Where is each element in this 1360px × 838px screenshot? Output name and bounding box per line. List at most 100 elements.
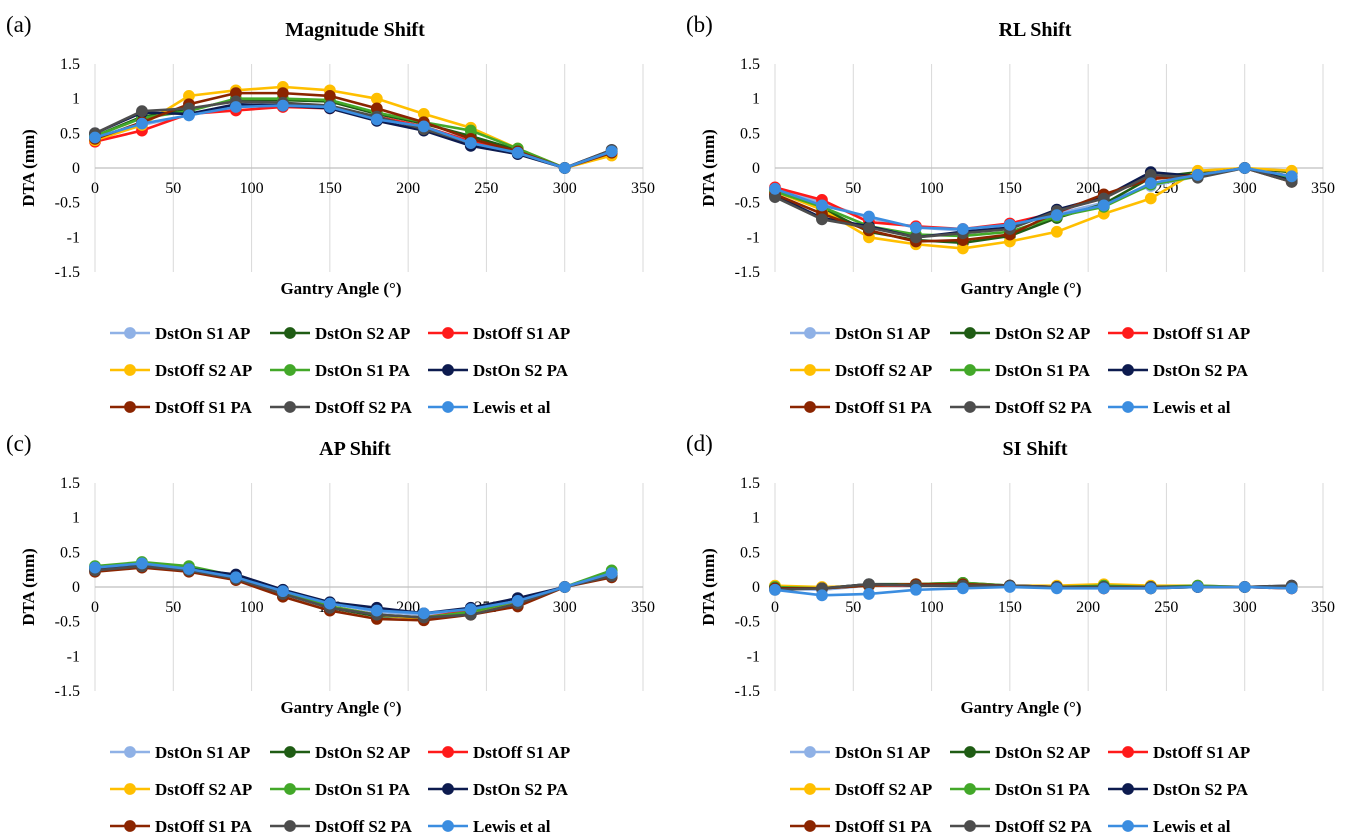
legend-label: DstOff S2 PA: [995, 398, 1093, 417]
legend-item: Lewis et al: [428, 817, 551, 836]
y-axis-title: DTA (mm): [699, 129, 718, 207]
y-tick-label: 0.5: [60, 544, 80, 561]
legend-swatch-marker: [1122, 746, 1134, 758]
y-tick-label: -1: [67, 229, 80, 246]
data-point: [910, 583, 922, 596]
y-tick-label: -1: [67, 648, 80, 665]
legend-item: DstOn S2 PA: [428, 361, 569, 380]
x-tick-label: 300: [1233, 180, 1257, 197]
x-tick-label: 100: [920, 180, 944, 197]
y-axis-title: DTA (mm): [699, 548, 718, 626]
x-tick-label: 0: [771, 599, 779, 616]
data-point: [370, 604, 383, 617]
legend-swatch-marker: [284, 401, 296, 413]
x-tick-label: 200: [396, 180, 420, 197]
chart-svg-d: (d) SI Shift 1.5 1 0.5 0 -0.5 -1 -1.5 0 50 100 150 20…: [686, 431, 1335, 836]
series-lewis-et-al: [769, 581, 1298, 602]
data-point: [1097, 199, 1110, 212]
legend-item: DstOff S2 PA: [950, 398, 1093, 417]
panel-label: (c): [6, 431, 32, 456]
panel-label: (b): [686, 12, 713, 37]
data-point: [230, 571, 242, 584]
series-lewis-et-al: [89, 557, 618, 620]
x-tick-label: 50: [165, 180, 181, 197]
chart-title: Magnitude Shift: [285, 19, 425, 41]
chart-title: RL Shift: [999, 19, 1072, 41]
chart-svg-b: (b)RL Shift1.510.50-0.5-1-1.505010015020…: [686, 12, 1335, 417]
data-point: [89, 131, 101, 144]
legend-item: DstOff S1 AP: [1108, 324, 1250, 343]
data-point: [136, 557, 148, 570]
data-point: [136, 105, 148, 118]
data-point: [863, 578, 875, 591]
legend-swatch-marker: [804, 746, 816, 758]
legend-label: DstOn S1 AP: [835, 743, 930, 762]
x-tick-label: 0: [91, 599, 99, 616]
legend-swatch-marker: [284, 746, 296, 758]
data-point: [1097, 582, 1110, 595]
x-axis-title: Gantry Angle (°): [960, 698, 1081, 717]
x-tick-label: 150: [998, 180, 1022, 197]
series-lewis-et-al: [769, 162, 1298, 235]
y-tick-label: -1.5: [55, 264, 80, 281]
chart-svg-c: (c)AP Shift1.510.50-0.5-1-1.505010015020…: [6, 431, 655, 836]
y-tick-label: 0: [72, 160, 80, 177]
legend-swatch-marker: [964, 783, 976, 795]
x-tick-label: 250: [1154, 599, 1178, 616]
y-tick-label: 0: [752, 160, 760, 177]
x-tick-label: 100: [920, 599, 944, 616]
legend-item: DstOn S1 AP: [110, 324, 250, 343]
y-tick-label: -1: [747, 229, 760, 246]
legend-label: DstOff S1 AP: [1153, 324, 1250, 343]
legend-swatch-marker: [442, 746, 454, 758]
series-dston-s2-ap: [769, 162, 1298, 249]
series-line: [94, 104, 613, 170]
legend-item: DstOff S1 PA: [790, 817, 933, 836]
legend-swatch-marker: [1122, 401, 1134, 413]
data-point: [1285, 170, 1298, 183]
legend-swatch-marker: [442, 364, 454, 376]
legend-swatch-marker: [964, 364, 976, 376]
legend-item: DstOn S1 AP: [790, 324, 930, 343]
legend-label: DstOn S1 PA: [315, 361, 411, 380]
data-point: [136, 117, 148, 130]
legend-swatch-marker: [124, 820, 136, 832]
y-tick-label: 1: [72, 510, 80, 527]
legend-item: DstOff S1 PA: [790, 398, 933, 417]
legend-item: DstOn S2 AP: [270, 324, 410, 343]
data-point: [910, 231, 922, 244]
legend-swatch-marker: [964, 401, 976, 413]
legend-item: DstOn S1 PA: [270, 780, 411, 799]
panel-b: (b)RL Shift1.510.50-0.5-1-1.505010015020…: [680, 0, 1360, 419]
legend-item: DstOn S2 AP: [950, 324, 1090, 343]
legend-item: DstOff S2 PA: [270, 817, 413, 836]
data-point: [1050, 582, 1063, 595]
y-tick-label: 1.5: [60, 475, 80, 492]
x-tick-label: 50: [845, 599, 861, 616]
legend-swatch-marker: [124, 364, 136, 376]
legend-label: DstOff S1 PA: [835, 398, 933, 417]
data-point: [863, 210, 875, 223]
data-point: [1191, 581, 1204, 593]
data-point: [417, 607, 430, 620]
data-point: [1238, 581, 1251, 593]
data-point: [276, 585, 289, 598]
series-line: [774, 585, 1292, 597]
x-tick-label: 300: [553, 180, 577, 197]
data-point: [558, 581, 571, 593]
panel-c: (c)AP Shift1.510.50-0.5-1-1.505010015020…: [0, 419, 680, 838]
data-point: [511, 146, 524, 159]
y-tick-label: -0.5: [735, 195, 760, 212]
data-point: [323, 89, 336, 102]
legend-swatch-marker: [1122, 820, 1134, 832]
data-point: [1144, 192, 1157, 205]
data-point: [1003, 218, 1016, 231]
x-tick-label: 100: [240, 180, 264, 197]
data-point: [1285, 582, 1298, 595]
series-line: [94, 566, 612, 622]
data-point: [910, 221, 922, 234]
legend-item: DstOn S2 AP: [270, 743, 410, 762]
chart-title: SI Shift: [1002, 438, 1067, 460]
legend-item: DstOn S1 PA: [950, 361, 1091, 380]
panel-label: (d): [686, 431, 713, 456]
